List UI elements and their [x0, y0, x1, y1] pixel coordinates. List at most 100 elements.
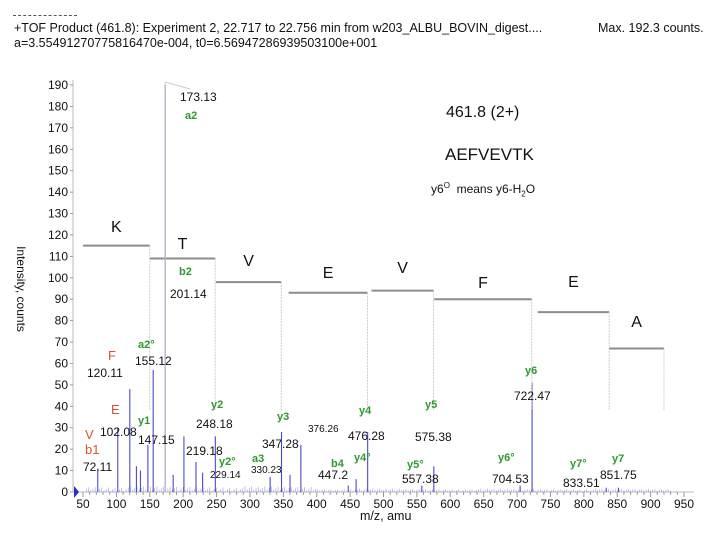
ion-label: y6°: [498, 452, 515, 464]
water-loss-note: y6O means y6-H2O: [431, 181, 536, 199]
ion-label: y5°: [407, 459, 424, 471]
residue-annotation: V: [85, 427, 94, 442]
residue-label: E: [323, 265, 334, 282]
ion-label: y6: [525, 365, 537, 377]
y-tick-label: 30: [55, 421, 69, 435]
y-tick-label: 180: [48, 99, 68, 113]
x-tick-label: 400: [307, 497, 327, 511]
peak-label: 173.13: [180, 90, 217, 104]
x-tick-label: 950: [674, 497, 694, 511]
peak-label: 704.53: [492, 472, 529, 486]
x-tick-label: 800: [574, 497, 594, 511]
peak-label: 219.18: [186, 444, 223, 458]
ion-label: y5: [425, 399, 437, 411]
y-tick-label: 130: [48, 207, 68, 221]
y-tick-label: 110: [49, 249, 68, 263]
x-tick-label: 300: [240, 497, 260, 511]
peak-label: 376.26: [308, 424, 339, 435]
y-tick-label: 190: [48, 78, 68, 92]
header-dash-line: [13, 15, 77, 16]
sequence-label: AEFVEVTK: [445, 145, 534, 164]
peak-label: 347.28: [262, 437, 299, 451]
x-tick-label: 650: [474, 497, 494, 511]
ion-label: y4°: [354, 452, 371, 464]
y-tick-label: 120: [48, 228, 68, 242]
ion-label: a3: [252, 453, 264, 465]
peak-label: 330.23: [251, 465, 282, 476]
x-tick-label: 200: [173, 497, 193, 511]
peak-label: 120.11: [87, 366, 123, 380]
peak-label: 851.75: [600, 468, 637, 482]
x-axis-label: m/z, amu: [360, 509, 412, 523]
a2-leader-line: [165, 81, 191, 90]
residue-annotation: b1: [85, 442, 99, 457]
x-tick-label: 850: [607, 497, 627, 511]
peak-label: 447.2: [318, 468, 348, 482]
peak-label: 557.38: [402, 472, 439, 486]
ion-label: y3: [277, 411, 289, 423]
peak-label: 833.51: [563, 476, 600, 490]
ion-label: a2°: [138, 339, 155, 351]
x-tick-label: 450: [340, 497, 360, 511]
residue-label: A: [631, 314, 642, 331]
precursor-label: 461.8 (2+): [446, 104, 520, 121]
header-calibration: a=3.55491270775816470e-004, t0=6.5694728…: [14, 36, 378, 50]
y-tick-label: 50: [55, 378, 69, 392]
residue-label: E: [568, 274, 579, 291]
peak-label: 201.14: [170, 287, 207, 301]
y-tick-label: 20: [55, 442, 69, 456]
ion-label: y7°: [570, 458, 587, 470]
y-tick-label: 140: [48, 185, 68, 199]
header-max-counts: Max. 192.3 counts.: [598, 21, 704, 35]
ion-label: b2: [179, 266, 192, 278]
peak-label: 102.08: [100, 425, 137, 439]
ion-label: a2: [185, 110, 197, 122]
x-tick-label: 550: [407, 497, 427, 511]
y-tick-label: 160: [48, 142, 68, 156]
x-tick-label: 250: [207, 497, 227, 511]
x-tick-label: 50: [76, 497, 90, 511]
y-tick-label: 150: [48, 164, 68, 178]
residue-label: K: [111, 219, 122, 236]
residue-label: F: [478, 275, 488, 292]
x-tick-label: 700: [507, 497, 527, 511]
x-tick-label: 900: [641, 497, 661, 511]
residue-annotation: F: [108, 348, 116, 363]
peak-label: 147.15: [138, 433, 175, 447]
peak-label: 248.18: [196, 417, 233, 431]
ion-label: y2: [211, 399, 223, 411]
x-tick-label: 150: [140, 497, 160, 511]
y-tick-label: 90: [55, 292, 69, 306]
header-title: +TOF Product (461.8): Experiment 2, 22.7…: [14, 21, 543, 35]
y-tick-label: 60: [55, 356, 69, 370]
x-tick-label: 350: [273, 497, 293, 511]
peak-label: 72.11: [83, 460, 112, 474]
y-tick-label: 170: [48, 121, 68, 135]
y-tick-label: 40: [55, 399, 69, 413]
y-tick-label: 10: [55, 464, 69, 478]
ion-label: y4: [359, 405, 372, 417]
residue-label: V: [243, 253, 254, 270]
y-tick-label: 100: [48, 271, 68, 285]
residue-label: V: [397, 260, 408, 277]
peak-label: 476.28: [348, 429, 385, 443]
peak-label: 575.38: [415, 430, 452, 444]
ion-label: b4: [331, 458, 345, 470]
y-tick-label: 80: [55, 314, 69, 328]
x-tick-label: 500: [373, 497, 393, 511]
peak-label: 155.12: [135, 354, 172, 368]
residue-label: T: [178, 236, 188, 253]
peak-label: 229.14: [210, 470, 241, 481]
x-tick-label: 600: [440, 497, 460, 511]
baseline-marker-icon: [74, 486, 79, 498]
y-tick-label: 70: [55, 335, 69, 349]
peak-label: 722.47: [514, 389, 551, 403]
ion-label: y7: [612, 453, 624, 465]
residue-annotation: E: [111, 402, 120, 417]
x-tick-label: 100: [106, 497, 126, 511]
ion-label: y2°: [219, 456, 236, 468]
ion-label: y1: [138, 415, 150, 427]
x-tick-label: 750: [540, 497, 560, 511]
y-tick-label: 0: [61, 485, 68, 499]
